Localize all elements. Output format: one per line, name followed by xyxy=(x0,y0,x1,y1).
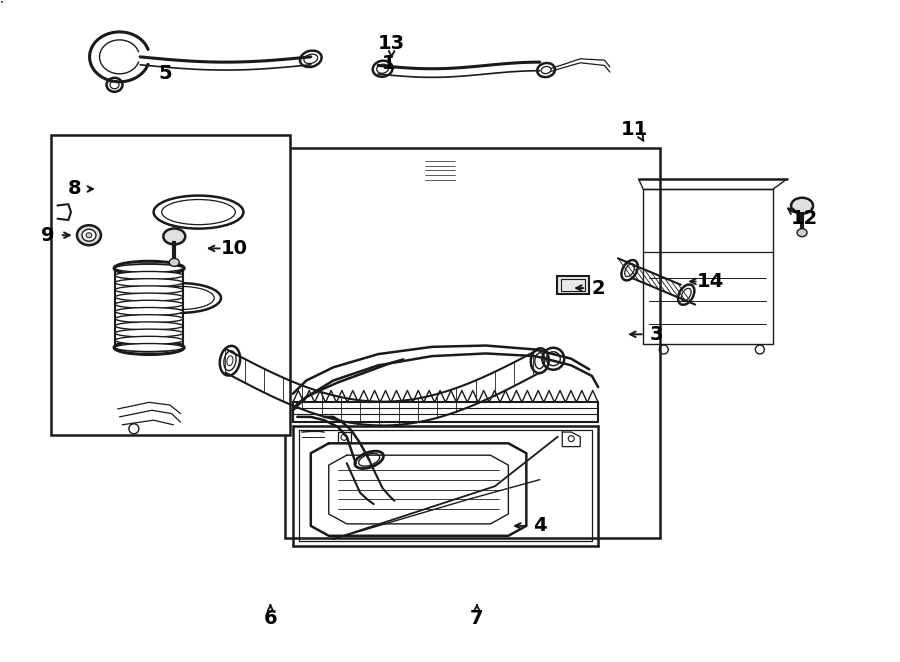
Ellipse shape xyxy=(115,344,184,352)
Text: 3: 3 xyxy=(650,325,663,344)
Ellipse shape xyxy=(115,286,184,294)
Text: 6: 6 xyxy=(264,609,277,628)
Ellipse shape xyxy=(115,322,184,330)
Text: 5: 5 xyxy=(158,64,172,83)
Ellipse shape xyxy=(86,233,92,238)
Ellipse shape xyxy=(115,336,184,344)
Text: 14: 14 xyxy=(697,272,724,291)
Ellipse shape xyxy=(115,264,184,272)
Bar xyxy=(50,136,291,435)
Text: 9: 9 xyxy=(40,226,54,245)
Ellipse shape xyxy=(227,355,233,365)
Ellipse shape xyxy=(129,424,139,434)
Ellipse shape xyxy=(115,314,184,322)
Ellipse shape xyxy=(115,271,184,279)
Bar xyxy=(557,276,589,294)
Text: 8: 8 xyxy=(68,179,81,199)
Ellipse shape xyxy=(169,258,179,266)
Ellipse shape xyxy=(115,301,184,308)
Bar xyxy=(561,279,585,291)
Text: 11: 11 xyxy=(620,120,648,139)
Ellipse shape xyxy=(82,229,96,241)
Text: 10: 10 xyxy=(221,239,248,258)
Text: 4: 4 xyxy=(533,516,546,536)
Ellipse shape xyxy=(115,307,184,316)
Text: 12: 12 xyxy=(791,209,818,228)
Text: 1: 1 xyxy=(382,54,396,73)
Ellipse shape xyxy=(77,225,101,245)
Ellipse shape xyxy=(115,329,184,337)
Text: 13: 13 xyxy=(378,34,405,53)
Ellipse shape xyxy=(797,228,807,236)
Text: 7: 7 xyxy=(470,609,483,628)
Text: 2: 2 xyxy=(591,279,605,297)
Ellipse shape xyxy=(115,279,184,287)
Ellipse shape xyxy=(163,228,185,244)
Ellipse shape xyxy=(115,293,184,301)
Bar xyxy=(285,148,660,538)
Ellipse shape xyxy=(791,198,813,214)
